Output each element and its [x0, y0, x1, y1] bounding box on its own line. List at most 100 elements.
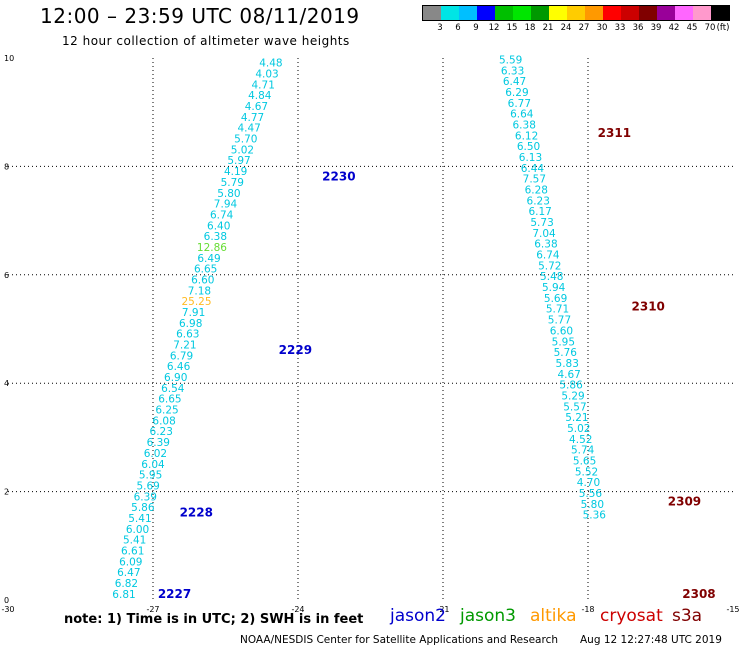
legend-swatch [459, 6, 477, 20]
wave-height-point: 6.82 [115, 578, 138, 590]
x-tick-label: -24 [291, 605, 304, 614]
footer-note: note: 1) Time is in UTC; 2) SWH is in fe… [64, 612, 364, 627]
footer-timestamp: Aug 12 12:27:48 UTC 2019 [580, 634, 722, 646]
wave-height-point: 6.47 [117, 567, 140, 579]
wave-height-point: 6.77 [508, 98, 531, 110]
legend-swatch [567, 6, 585, 20]
legend-label: 45 [686, 23, 698, 33]
wave-height-point: 4.84 [248, 90, 272, 102]
wave-height-point: 12.86 [197, 242, 227, 254]
footer-credit: NOAA/NESDIS Center for Satellite Applica… [240, 634, 558, 646]
wave-height-point: 5.02 [567, 423, 590, 435]
wave-height-point: 6.29 [505, 87, 528, 99]
legend-swatch [423, 6, 441, 20]
wave-height-point: 6.17 [528, 206, 551, 218]
wave-height-point: 6.40 [207, 220, 230, 232]
page-title: 12:00 – 23:59 UTC 08/11/2019 [40, 4, 360, 28]
wave-height-point: 4.03 [255, 69, 278, 81]
legend-swatch [693, 6, 711, 20]
wave-height-point: 5.80 [581, 499, 604, 511]
wave-height-point: 4.52 [569, 434, 592, 446]
y-tick-label: 0 [4, 596, 9, 605]
y-tick-label: 4 [4, 379, 9, 388]
pass-number-label: 2311 [598, 126, 631, 140]
legend-swatch [549, 6, 567, 20]
pass-number-label: 2230 [322, 169, 355, 183]
y-tick-label: 8 [4, 162, 9, 171]
wave-height-point: 5.80 [217, 188, 240, 200]
pass-number-label: 2229 [279, 343, 312, 357]
legend-label: 24 [560, 23, 572, 33]
wave-height-point: 6.74 [536, 250, 560, 262]
wave-height-point: 7.21 [173, 340, 196, 352]
wave-height-point: 6.28 [525, 185, 548, 197]
wave-height-point: 6.90 [164, 372, 187, 384]
x-tick-label: -30 [1, 605, 14, 614]
pass-number-label: 2308 [682, 587, 715, 601]
pass-number-label: 2228 [180, 506, 213, 520]
wave-height-point: 6.60 [191, 274, 214, 286]
wave-height-point: 5.02 [231, 144, 254, 156]
satellite-legend-s3a: s3a [672, 606, 703, 626]
wave-height-point: 6.38 [534, 239, 557, 251]
legend-swatch [711, 6, 729, 20]
wave-height-point: 5.56 [579, 488, 603, 500]
legend-label: 3 [437, 23, 443, 33]
legend-label: 18 [524, 23, 536, 33]
wave-height-point: 6.23 [150, 426, 173, 438]
wave-height-point: 4.19 [224, 166, 247, 178]
wave-height-point: 5.65 [573, 456, 596, 468]
legend-swatch [441, 6, 459, 20]
wave-height-point: 7.94 [214, 199, 238, 211]
wave-height-point: 7.04 [532, 228, 556, 240]
wave-height-point: 5.57 [563, 401, 586, 413]
legend-swatch [675, 6, 693, 20]
wave-height-point: 5.73 [530, 217, 553, 229]
page-subtitle: 12 hour collection of altimeter wave hei… [62, 34, 350, 48]
wave-height-point: 4.77 [241, 112, 264, 124]
wave-height-point: 6.61 [121, 545, 144, 557]
legend-swatch [603, 6, 621, 20]
wave-height-point: 5.70 [234, 134, 257, 146]
wave-height-point: 6.46 [167, 361, 191, 373]
wave-height-point: 5.86 [131, 502, 155, 514]
wave-height-point: 6.44 [521, 163, 545, 175]
pass-number-label: 2310 [632, 300, 665, 314]
wave-height-point: 25.25 [181, 296, 211, 308]
legend-swatches [422, 5, 730, 21]
pass-number-label: 2309 [668, 495, 701, 509]
y-tick-label: 10 [4, 54, 14, 63]
wave-height-point: 7.57 [523, 174, 546, 186]
wave-height-point: 5.69 [544, 293, 567, 305]
wave-height-point: 5.71 [546, 304, 569, 316]
wave-height-point: 5.77 [548, 315, 571, 327]
satellite-legend-jason3: jason3 [460, 606, 516, 626]
legend-label: 15 [506, 23, 518, 33]
wave-height-point: 5.29 [561, 390, 584, 402]
wave-height-point: 6.60 [550, 325, 573, 337]
wave-height-point: 6.63 [176, 329, 199, 341]
wave-height-point: 6.79 [170, 350, 193, 362]
wave-height-point: 5.95 [139, 470, 162, 482]
wave-height-point: 6.65 [194, 264, 217, 276]
color-scale-legend: 3 6 9 12 15 18 21 24 27 30 33 36 39 42 45 70 (ft) [422, 5, 730, 33]
wave-height-point: 6.09 [119, 556, 142, 568]
legend-swatch [495, 6, 513, 20]
wave-height-point: 6.49 [197, 253, 220, 265]
x-tick-label: -27 [146, 605, 159, 614]
wave-height-point: 4.71 [252, 79, 275, 91]
legend-labels: 3 6 9 12 15 18 21 24 27 30 33 36 39 42 45 70 (ft) [422, 21, 730, 33]
wave-height-point: 5.69 [136, 480, 159, 492]
wave-height-point: 6.39 [147, 437, 170, 449]
wave-height-point: 5.94 [542, 282, 566, 294]
wave-height-point: 5.36 [583, 510, 607, 522]
wave-height-point: 6.08 [152, 415, 175, 427]
wave-height-point: 5.97 [227, 155, 250, 167]
wave-height-point: 5.41 [128, 513, 151, 525]
wave-height-point: 6.54 [161, 383, 185, 395]
wave-height-point: 6.25 [155, 405, 178, 417]
wave-height-point: 6.64 [510, 109, 534, 121]
pass-number-label: 2227 [158, 587, 191, 601]
x-tick-label: -18 [581, 605, 594, 614]
